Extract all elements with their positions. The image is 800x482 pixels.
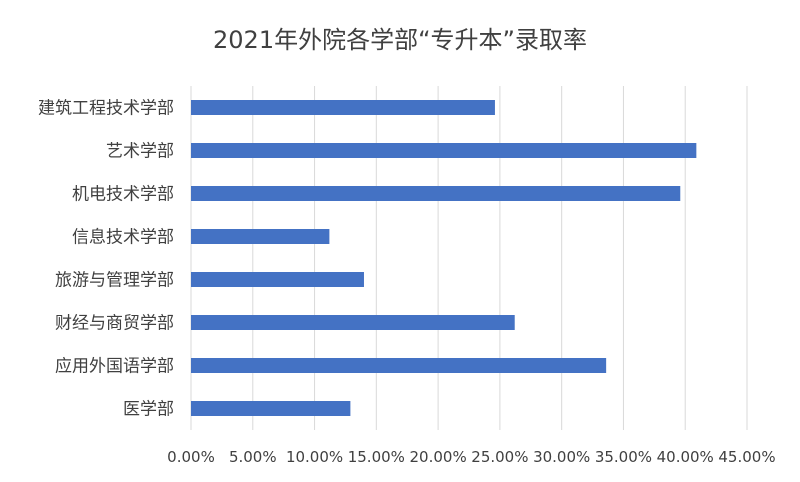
- x-tick-label: 0.00%: [167, 448, 215, 466]
- bar: [191, 272, 364, 287]
- bar: [191, 229, 330, 244]
- category-label: 财经与商贸学部: [55, 313, 174, 333]
- category-label: 建筑工程技术学部: [38, 98, 174, 118]
- category-label: 艺术学部: [106, 141, 174, 161]
- x-tick-label: 35.00%: [595, 448, 652, 466]
- bar: [191, 186, 681, 201]
- category-label: 旅游与管理学部: [55, 270, 174, 290]
- bars: [191, 100, 697, 416]
- x-tick-label: 30.00%: [533, 448, 590, 466]
- x-tick-label: 25.00%: [471, 448, 528, 466]
- x-tick-label: 45.00%: [718, 448, 775, 466]
- bar: [191, 401, 351, 416]
- bar: [191, 100, 495, 115]
- bar: [191, 315, 515, 330]
- category-label: 机电技术学部: [72, 184, 174, 204]
- category-label: 应用外国语学部: [55, 356, 174, 376]
- x-tick-label: 10.00%: [286, 448, 343, 466]
- x-tick-label: 40.00%: [657, 448, 714, 466]
- x-tick-label: 20.00%: [410, 448, 467, 466]
- bar: [191, 143, 697, 158]
- chart-title: 2021年外院各学部“专升本”录取率: [213, 26, 587, 54]
- gridlines: [190, 86, 748, 430]
- x-tick-label: 5.00%: [229, 448, 277, 466]
- category-label: 信息技术学部: [72, 227, 174, 247]
- x-tick-label: 15.00%: [348, 448, 405, 466]
- bar: [191, 358, 607, 373]
- category-label: 医学部: [123, 399, 174, 419]
- x-tick-labels: 0.00% 5.00% 10.00% 15.00% 20.00% 25.00% 30.00%…: [167, 448, 775, 466]
- category-labels: 建筑工程技术学部艺术学部机电技术学部信息技术学部旅游与管理学部财经与商贸学部应用…: [38, 98, 174, 419]
